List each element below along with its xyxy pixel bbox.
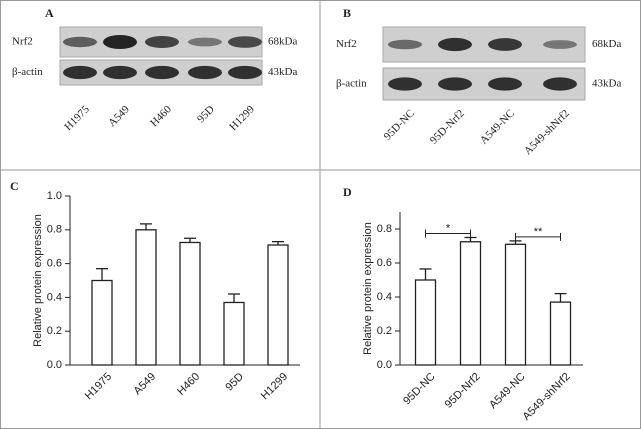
band — [388, 39, 422, 50]
y-tick-label: 0.4 — [47, 291, 62, 303]
y-tick-label: 0.8 — [47, 224, 62, 236]
y-tick-label: 0.6 — [47, 258, 62, 270]
band — [145, 36, 179, 48]
panel-letter: C — [10, 179, 19, 193]
significance: ** — [534, 226, 543, 238]
significance: * — [446, 222, 451, 234]
panel-letter: B — [343, 6, 351, 20]
bar — [179, 241, 201, 366]
y-tick-label: 0.0 — [47, 359, 62, 371]
y-tick-label: 0.6 — [377, 257, 392, 269]
bar — [267, 244, 289, 366]
y-axis-label: Relative protein expression — [362, 222, 374, 355]
panel-letter: A — [45, 6, 54, 20]
band — [543, 77, 577, 91]
bar — [549, 301, 572, 366]
y-tick-label: 0.0 — [377, 359, 392, 371]
y-tick-label: 0.8 — [377, 223, 392, 235]
bar — [414, 279, 437, 366]
protein-label: β-actin — [12, 66, 43, 78]
band — [63, 36, 97, 48]
protein-label: Nrf2 — [12, 36, 33, 48]
bar — [135, 229, 157, 366]
panel-letter: D — [343, 185, 352, 199]
y-tick-label: 1.0 — [47, 190, 62, 202]
bar — [223, 301, 245, 366]
size-label: 43kDa — [268, 66, 297, 78]
band — [103, 65, 137, 80]
protein-label: β-actin — [336, 78, 367, 90]
y-tick-label: 0.2 — [47, 325, 62, 337]
band — [103, 35, 137, 49]
band — [63, 65, 97, 80]
y-tick-label: 0.4 — [377, 291, 392, 303]
y-tick-label: 0.2 — [377, 325, 392, 337]
bar — [91, 279, 113, 366]
size-label: 68kDa — [268, 36, 297, 48]
band — [145, 65, 179, 80]
bar — [459, 241, 482, 366]
protein-label: Nrf2 — [336, 38, 357, 50]
band — [188, 37, 222, 47]
bar — [504, 243, 527, 366]
band — [388, 77, 422, 91]
y-axis-label: Relative protein expression — [32, 214, 44, 347]
band — [228, 65, 262, 80]
band — [438, 37, 472, 52]
size-label: 43kDa — [592, 78, 621, 90]
band — [228, 36, 262, 48]
band — [543, 40, 577, 49]
band — [488, 38, 522, 51]
band — [188, 65, 222, 80]
size-label: 68kDa — [592, 38, 621, 50]
band — [438, 77, 472, 91]
band — [488, 77, 522, 91]
